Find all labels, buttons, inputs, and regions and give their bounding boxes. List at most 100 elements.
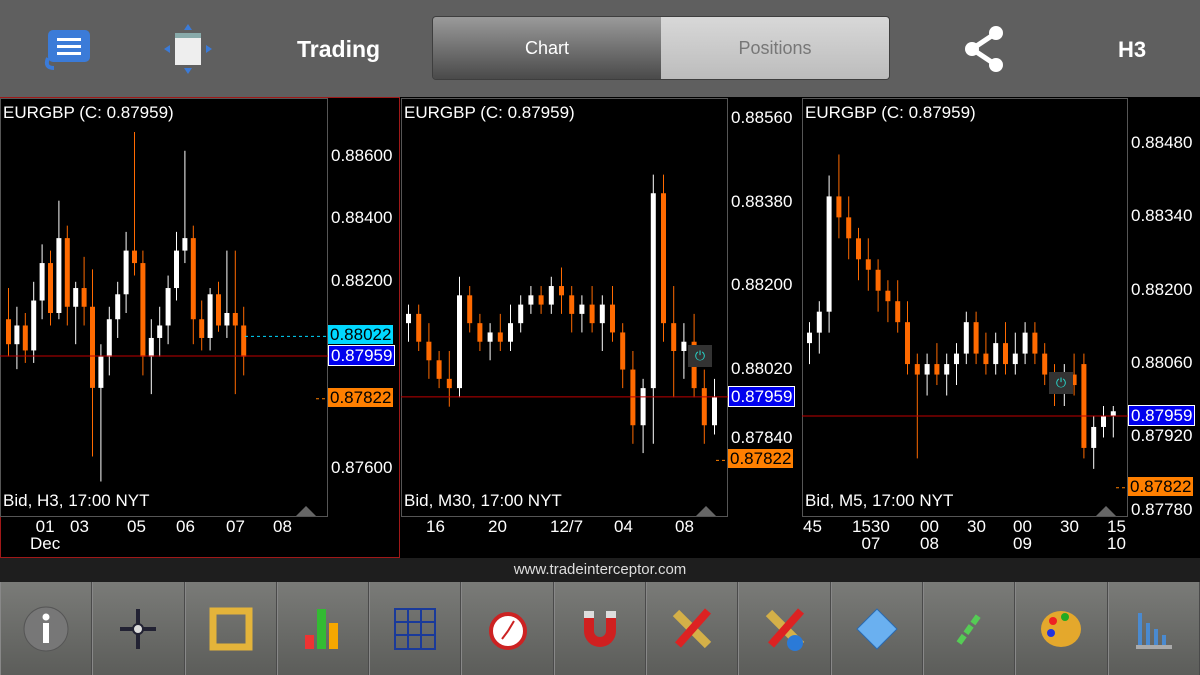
candle (6, 288, 11, 357)
candle (1091, 416, 1097, 469)
candle (816, 301, 822, 354)
chart-1-footer-label: Bid, H3, 17:00 NYT (3, 491, 150, 510)
candle (98, 344, 104, 482)
candle-body (73, 288, 79, 307)
toolbar-button-palette[interactable] (1015, 582, 1108, 675)
candle (406, 304, 411, 342)
candle-body (934, 364, 940, 375)
candle (548, 276, 554, 314)
scroll-handle-icon (296, 506, 316, 516)
candle-body (22, 325, 28, 351)
candle (1003, 322, 1008, 375)
candle (190, 225, 196, 345)
tab-positions[interactable]: Positions (661, 17, 889, 79)
indicators-icon (1135, 612, 1172, 649)
share-icon[interactable] (962, 25, 1008, 73)
plot-frame (401, 98, 728, 517)
candle-body (816, 311, 822, 333)
candle-body (589, 304, 595, 324)
toolbar-button-drawing-tools[interactable] (646, 582, 739, 675)
candle (165, 275, 171, 345)
toolbar-button-folder[interactable] (830, 582, 923, 675)
charts-area: EURGBP (C: 0.87959) Bid, H3, 17:00 NYT 0.8… (0, 97, 1200, 558)
candle-body (48, 263, 53, 313)
candle (895, 280, 901, 333)
toolbar-button-magnet[interactable] (553, 582, 647, 675)
ruler-frame-icon (209, 607, 253, 650)
app-title: Trading (297, 36, 381, 62)
chart-3-plot[interactable] (802, 98, 1128, 517)
toolbar-button-alarm-clock[interactable] (461, 582, 554, 675)
y-tick-label: 0.88200 (1131, 279, 1193, 299)
candle (1110, 406, 1116, 438)
y-tick-label: 0.87600 (331, 458, 393, 477)
candle-body (836, 196, 842, 218)
candle-body (39, 263, 45, 301)
candle (232, 250, 238, 395)
alert-marker-icon[interactable]: ⏻ (1049, 372, 1073, 394)
candle-body (64, 238, 70, 307)
toolbar-button-crosshair[interactable] (92, 582, 185, 675)
candle-body (207, 294, 213, 338)
candle (640, 378, 646, 454)
candle (90, 269, 95, 457)
candle-body (856, 238, 861, 260)
drawing-info-icon (765, 607, 804, 651)
candle-body (31, 300, 37, 351)
timeframe-button[interactable]: H3 (1118, 37, 1147, 62)
candle-body (174, 250, 179, 289)
toolbar-button-ruler-frame[interactable] (184, 582, 277, 675)
chart-1-plot[interactable] (0, 98, 328, 517)
candle-body (548, 286, 554, 305)
candle (836, 154, 842, 239)
candle-body (630, 369, 636, 426)
alert-marker-icon[interactable]: ⏻ (688, 345, 712, 367)
toolbar-button-info[interactable] (0, 582, 93, 675)
candle (31, 281, 37, 363)
candle-body (1032, 332, 1038, 354)
candle-body (846, 217, 852, 239)
y-tick-label: 0.87920 (1131, 426, 1193, 446)
candle-body (497, 332, 503, 342)
chart-2-plot[interactable] (401, 98, 728, 517)
price-tag-ask: 0.87822 (328, 387, 394, 407)
candle-body (973, 322, 979, 354)
toolbar-button-link[interactable] (922, 582, 1016, 675)
candle-body (477, 323, 483, 342)
candle (241, 306, 247, 376)
toolbar-button-drawing-info[interactable] (738, 582, 831, 675)
x-tick-label: 30 (967, 517, 986, 536)
candle-body (199, 319, 205, 338)
candle-body (1003, 343, 1008, 365)
candle-body (446, 378, 452, 389)
y-tick-label: 0.88200 (331, 270, 393, 290)
candle-body (807, 332, 812, 344)
x-tick-label: 00 08 (920, 517, 939, 553)
footer-url[interactable]: www.tradeinterceptor.com (0, 558, 1200, 582)
candle (856, 227, 861, 281)
candle (1042, 343, 1048, 386)
candle (157, 306, 163, 357)
chart-3-symbol-label: EURGBP (C: 0.87959) (805, 103, 976, 122)
menu-icon[interactable] (42, 28, 92, 72)
candle (140, 250, 146, 376)
candle-body (140, 263, 146, 357)
candle-body (620, 332, 626, 370)
candle-body (826, 196, 832, 312)
candle (983, 332, 989, 375)
toolbar-button-bar-chart[interactable] (276, 582, 370, 675)
candle-body (81, 288, 87, 307)
candle (671, 286, 677, 398)
window-resize-icon[interactable] (162, 22, 214, 76)
candle (620, 323, 626, 389)
y-tick-label: 0.88060 (1131, 353, 1193, 373)
toolbar-button-indicators[interactable] (1107, 582, 1200, 675)
candle (712, 378, 717, 435)
candle-body (875, 269, 881, 291)
candle-body (661, 193, 666, 324)
toolbar-button-grid[interactable] (369, 582, 462, 675)
tab-chart[interactable]: Chart (433, 17, 661, 79)
candle-body (426, 341, 432, 361)
candle (416, 304, 422, 351)
drawing-tools-icon (673, 607, 712, 648)
